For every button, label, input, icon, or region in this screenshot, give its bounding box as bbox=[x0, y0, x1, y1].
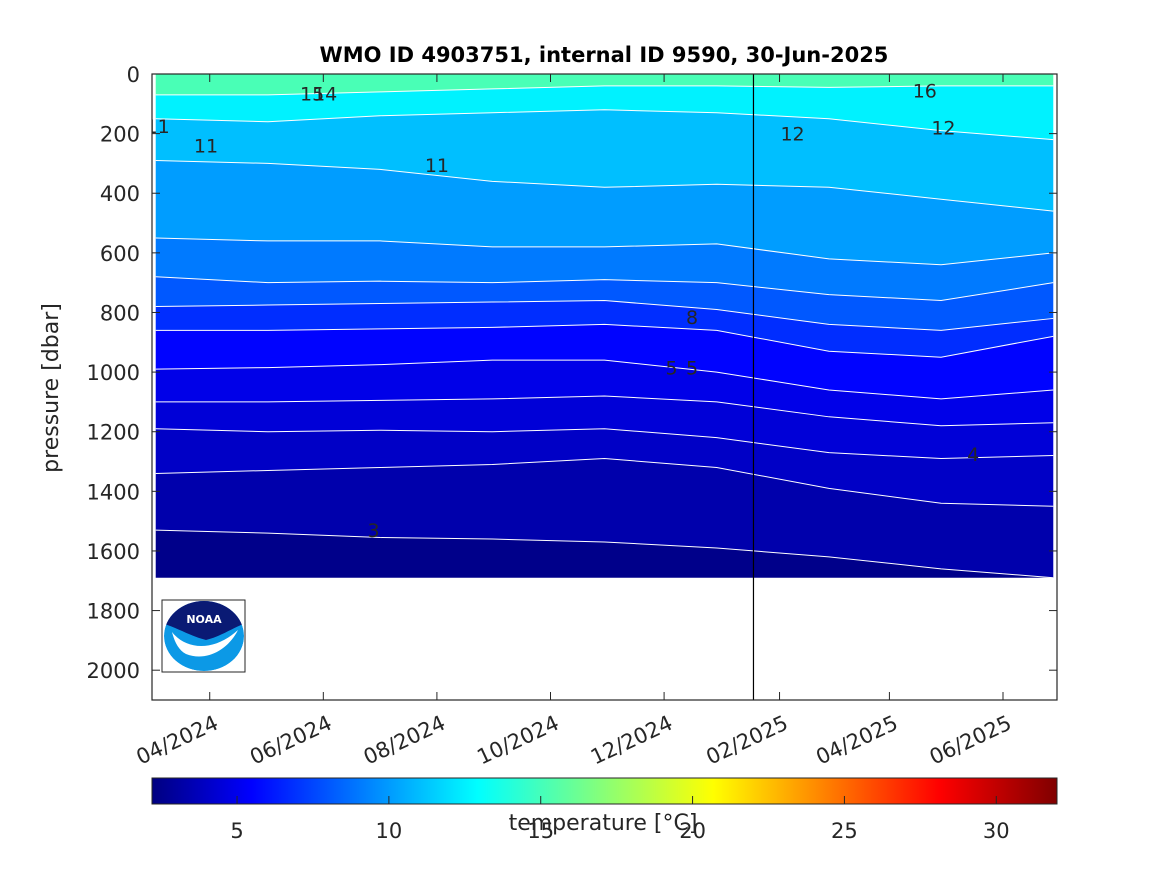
y-tick-label: 1600 bbox=[87, 540, 140, 564]
temperature-band bbox=[155, 458, 1054, 578]
y-tick-label: 1800 bbox=[87, 600, 140, 624]
colorbar-tick-label: 20 bbox=[679, 819, 706, 843]
y-tick-label: 200 bbox=[100, 123, 140, 147]
contour-label: 15 bbox=[300, 83, 324, 105]
colorbar-tick-label: 15 bbox=[527, 819, 554, 843]
y-tick-label: 800 bbox=[100, 301, 140, 325]
isotherm-contours bbox=[155, 85, 1054, 579]
isotherm-line bbox=[155, 85, 1054, 96]
colorbar-tick-label: 5 bbox=[230, 819, 243, 843]
temperature-band bbox=[155, 160, 1054, 265]
isotherm-line bbox=[155, 428, 1054, 460]
temperature-band bbox=[155, 428, 1054, 507]
temperature-band bbox=[155, 276, 1054, 331]
colorbar-ticks: 5 10 15 20 25 30 bbox=[230, 796, 1010, 843]
colorbar-label: temperature [°C] bbox=[509, 811, 698, 836]
contour-label: 12 bbox=[931, 118, 955, 140]
contour-label: 16 bbox=[913, 80, 937, 102]
temperature-band bbox=[155, 74, 1054, 95]
x-tick-label: 06/2024 bbox=[246, 711, 335, 770]
noaa-logo: NOAA bbox=[161, 599, 246, 673]
x-tick-label: 02/2025 bbox=[702, 711, 791, 770]
isotherm-line bbox=[155, 323, 1054, 358]
y-tick-label: 400 bbox=[100, 182, 140, 206]
temperature-band bbox=[155, 395, 1054, 459]
contour-label: 8 bbox=[686, 307, 698, 329]
noaa-logo-text: NOAA bbox=[186, 613, 222, 626]
y-tick-label: 1200 bbox=[87, 421, 140, 445]
temperature-band bbox=[155, 109, 1054, 212]
colorbar-tick-label: 25 bbox=[831, 819, 858, 843]
isotherm-line bbox=[155, 300, 1054, 331]
x-tick-label: 04/2025 bbox=[812, 711, 901, 770]
isotherm-line bbox=[155, 237, 1054, 266]
temperature-band bbox=[155, 300, 1054, 358]
y-tick-label: 2000 bbox=[87, 659, 140, 683]
x-tick-label: 08/2024 bbox=[360, 711, 449, 770]
contour-label: 5 bbox=[665, 358, 677, 380]
x-tick-label: 12/2024 bbox=[587, 711, 676, 770]
isotherm-line bbox=[155, 276, 1054, 302]
isotherm-line bbox=[155, 395, 1054, 427]
isotherm-line bbox=[155, 529, 1054, 579]
colorbar-tick-label: 10 bbox=[376, 819, 403, 843]
isotherm-line bbox=[155, 458, 1054, 507]
contour-label: 14 bbox=[313, 83, 337, 105]
colorbar: 5 10 15 20 25 30 temperature [°C] bbox=[151, 777, 1058, 843]
contour-label: 3 bbox=[368, 520, 380, 542]
isotherm-line bbox=[155, 159, 1054, 212]
temperature-band bbox=[155, 530, 1054, 578]
contour-label: 11 bbox=[145, 116, 169, 138]
isotherm-line bbox=[155, 109, 1054, 141]
temperature-band bbox=[155, 324, 1054, 399]
x-tick-label: 06/2025 bbox=[926, 711, 1015, 770]
y-axis: 0 200 400 600 800 1000 1200 1400 1600 1800 2000 bbox=[87, 63, 1057, 683]
isotherm-line bbox=[155, 359, 1054, 400]
y-tick-label: 1000 bbox=[87, 361, 140, 385]
x-tick-label: 04/2024 bbox=[133, 711, 222, 770]
contour-label: 11 bbox=[425, 155, 449, 177]
contour-label: 4 bbox=[967, 444, 979, 466]
temperature-band bbox=[155, 360, 1054, 426]
temperature-band bbox=[155, 237, 1054, 301]
chart-title: WMO ID 4903751, internal ID 9590, 30-Jun… bbox=[320, 43, 889, 67]
temperature-fill-bands bbox=[155, 74, 1054, 578]
x-tick-label: 10/2024 bbox=[473, 711, 562, 770]
colorbar-tick-label: 30 bbox=[983, 819, 1010, 843]
y-tick-label: 0 bbox=[127, 63, 140, 87]
temperature-band bbox=[155, 85, 1054, 140]
colorbar-gradient bbox=[151, 777, 1058, 805]
contour-label: 12 bbox=[780, 124, 804, 146]
contour-label: 11 bbox=[194, 136, 218, 158]
contour-label: 5 bbox=[686, 358, 698, 380]
y-axis-label: pressure [dbar] bbox=[39, 303, 64, 473]
y-tick-label: 600 bbox=[100, 242, 140, 266]
y-tick-label: 1400 bbox=[87, 480, 140, 504]
plot-frame bbox=[151, 73, 1058, 701]
